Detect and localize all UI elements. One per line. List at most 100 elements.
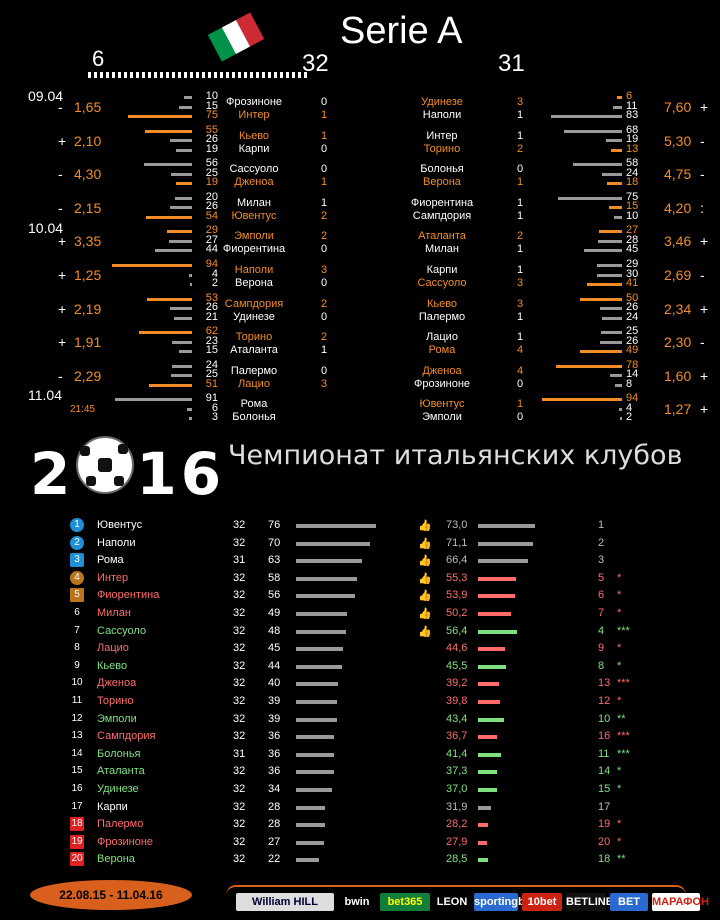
right-pct: 27 (626, 224, 639, 237)
left-away-goals: 1 (320, 344, 328, 357)
right-odds: 2,34 (664, 300, 692, 317)
position-badge: 17 (71, 800, 83, 812)
table-row: 2 Наполи 32 70 👍 71,1 2 (0, 535, 720, 552)
position-badge: 18 (70, 817, 84, 832)
right-home-team: Лацио (426, 331, 458, 344)
left-sign: + (58, 334, 67, 351)
points-bar (296, 647, 344, 652)
left-home-goals: 2 (320, 331, 328, 344)
football-icon (76, 436, 134, 494)
trend-stars: *** (617, 730, 630, 743)
page-title: Serie A (340, 10, 463, 52)
right-pct-bar (599, 307, 622, 311)
team-name: Дженоа (97, 677, 137, 690)
right-odds: 1,27 (664, 401, 692, 418)
left-pct: 55 (205, 123, 218, 136)
right-pct: 4 (626, 401, 633, 414)
team-name: Аталанта (97, 765, 145, 778)
percent-bar (478, 559, 528, 564)
left-pct-bar (171, 364, 192, 368)
previous-position: 20 (598, 835, 611, 848)
points-bar (296, 629, 347, 634)
games-played: 32 (233, 677, 246, 690)
left-pct-bar (112, 264, 192, 267)
points: 76 (268, 519, 281, 531)
right-away-goals: 2 (516, 142, 524, 155)
right-pct: 29 (626, 258, 639, 270)
left-away-goals: 1 (320, 109, 328, 121)
left-pct: 62 (205, 325, 218, 338)
left-away-goals: 1 (320, 176, 328, 189)
left-pct-bar (145, 129, 192, 133)
right-pct-bar (580, 350, 622, 354)
previous-position: 9 (598, 642, 605, 655)
left-away-goals: 0 (320, 142, 328, 155)
team-name: Милан (97, 607, 131, 619)
table-row: 3 Рома 31 63 👍 66,4 3 (0, 552, 720, 569)
left-pct: 23 (205, 334, 218, 347)
right-home-team: Болонья (420, 163, 464, 176)
left-home-team: Торино (235, 331, 273, 344)
position-badge: 3 (70, 553, 84, 568)
left-pct-bar (167, 230, 192, 234)
percent-bar (478, 823, 488, 828)
right-away-team: Сассуоло (417, 277, 467, 289)
right-sign: + (700, 99, 709, 115)
right-pct-bar (600, 331, 622, 335)
left-odds: 2,10 (74, 132, 102, 149)
left-pct: 29 (205, 224, 218, 237)
table-row: 19 Фрозиноне 32 27 27,9 20 * (0, 834, 720, 851)
left-home-team: Эмполи (234, 230, 274, 243)
left-pct: 19 (205, 142, 218, 155)
table-row: 7 Сассуоло 32 48 👍 56,4 4 *** (0, 623, 720, 640)
left-pct: 26 (205, 301, 218, 314)
right-pct-bar (558, 196, 622, 200)
position-badge: 4 (70, 570, 84, 585)
right-pct-bar (597, 264, 622, 267)
team-name: Торино (97, 695, 134, 707)
left-pct: 2 (211, 277, 218, 289)
team-name: Сампдория (97, 730, 156, 743)
left-odds: 2,29 (74, 367, 102, 384)
percent-bar (478, 664, 506, 669)
left-pct-bar (172, 340, 192, 344)
position-badge: 20 (70, 852, 84, 867)
left-pct: 21 (205, 310, 218, 323)
team-name: Верона (97, 853, 135, 866)
left-home-goals: 0 (320, 96, 328, 108)
right-pct-bar (601, 316, 622, 320)
previous-position: 18 (598, 853, 611, 866)
points-percent: 27,9 (446, 835, 468, 848)
round-left: 6 (92, 46, 105, 71)
italy-flag (207, 12, 265, 62)
position-badge: 19 (70, 834, 84, 849)
right-home-goals: 2 (516, 230, 524, 243)
right-home-goals: 1 (516, 331, 524, 344)
previous-position: 8 (598, 659, 605, 672)
left-pct-bar (170, 172, 192, 176)
right-pct-bar (616, 96, 622, 99)
trend-stars: *** (617, 747, 630, 760)
trend-stars: * (617, 695, 622, 707)
previous-position: 4 (598, 624, 605, 637)
percent-bar (478, 647, 505, 652)
table-row: 8 Лацио 32 45 44,6 9 * (0, 640, 720, 657)
right-pct-bar (587, 283, 622, 286)
right-sign: + (700, 300, 709, 317)
table-row: 4 Интер 32 58 👍 55,3 5 * (0, 570, 720, 587)
percent-bar (478, 700, 500, 704)
trend-stars: * (617, 783, 622, 795)
team-name: Удинезе (97, 783, 139, 795)
points-percent: 39,8 (446, 695, 468, 707)
left-pct: 24 (205, 358, 218, 371)
thumbs-up-icon: 👍 (418, 537, 432, 550)
percent-bar (478, 576, 517, 581)
points-bar (296, 576, 357, 581)
previous-position: 11 (598, 747, 610, 760)
right-pct: 25 (626, 325, 639, 338)
team-name: Фиорентина (97, 589, 160, 602)
left-pct: 54 (205, 209, 218, 222)
right-pct-bar (599, 230, 622, 234)
right-pct-bar (613, 215, 622, 219)
left-pct-bar (175, 196, 192, 200)
